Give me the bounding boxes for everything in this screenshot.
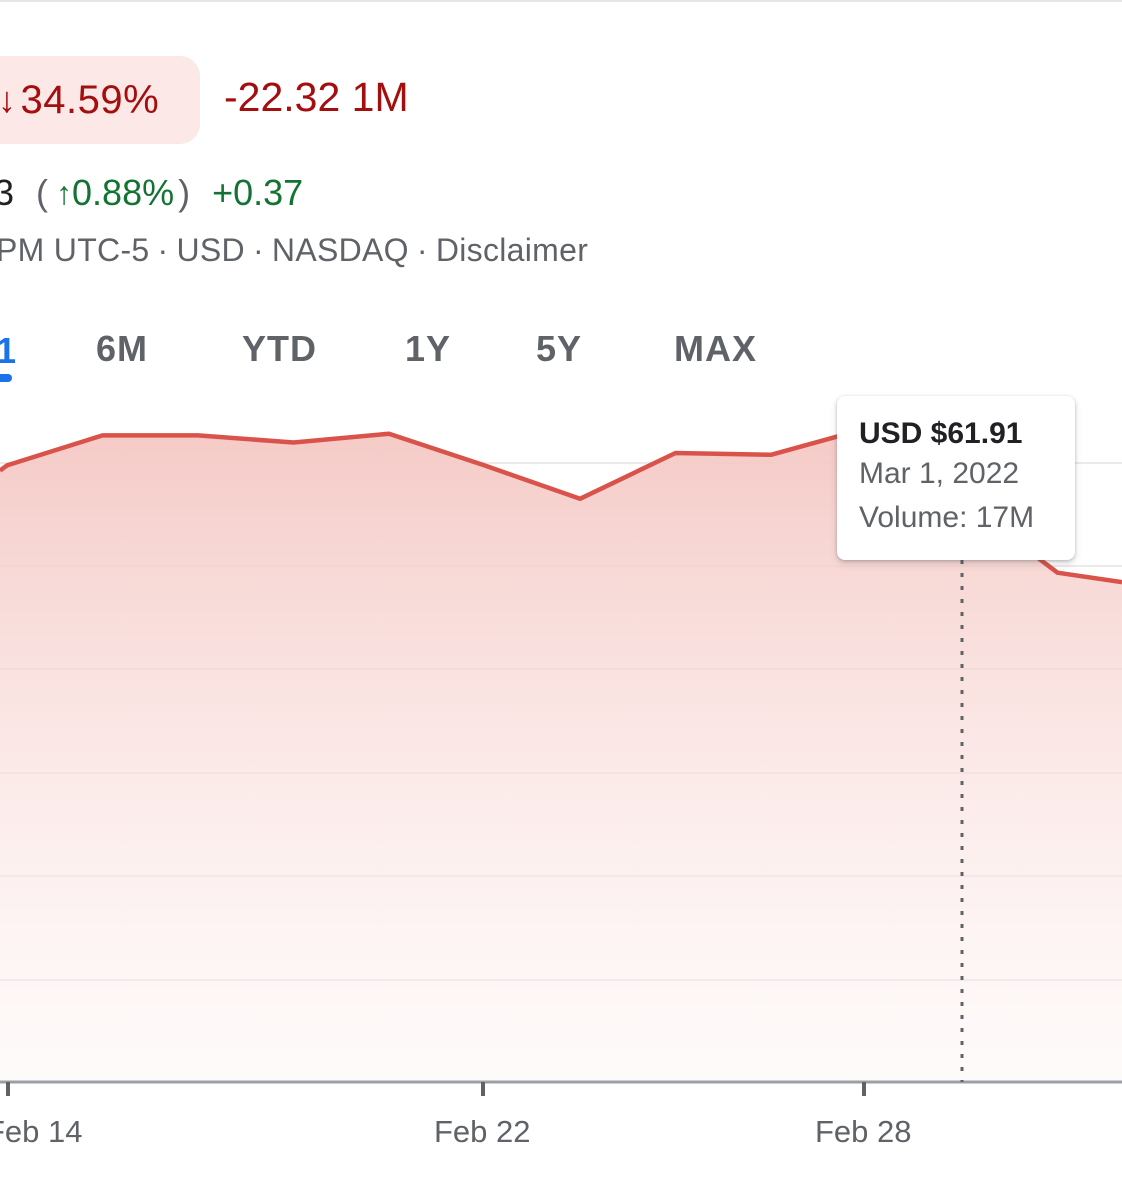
quote-currency: USD: [176, 232, 245, 268]
data-point-feb-22[interactable]: [481, 461, 489, 469]
data-point-mar-2[interactable]: [1054, 569, 1062, 577]
data-point-feb-25[interactable]: [767, 451, 775, 459]
price-area: [0, 428, 1122, 1082]
after-hours-price: 3: [0, 172, 15, 213]
active-tab-indicator: [0, 374, 12, 382]
tab-ytd[interactable]: YTD: [242, 328, 317, 369]
x-tick-label: Feb 28: [815, 1114, 912, 1149]
data-point-feb-24[interactable]: [672, 449, 680, 457]
tab-active[interactable]: 1: [0, 330, 17, 371]
quote-meta-row: PM UTC-5 · USD · NASDAQ · Disclaimer: [0, 232, 588, 269]
x-tick-label: Feb 14: [0, 1114, 83, 1149]
tab-max[interactable]: MAX: [674, 328, 757, 369]
data-point-feb-18[interactable]: [385, 430, 393, 438]
top-divider: [0, 0, 1122, 2]
data-point-feb-16[interactable]: [194, 431, 202, 439]
percent-change-badge: ↓ 34.59%: [0, 56, 200, 144]
after-hours-change: +0.37: [212, 172, 304, 213]
tooltip-date: Mar 1, 2022: [859, 457, 1020, 490]
paren-open: (: [36, 172, 49, 213]
tooltip-volume: Volume: 17M: [859, 501, 1035, 534]
data-point-feb-15[interactable]: [99, 431, 107, 439]
tab-1y[interactable]: 1Y: [405, 328, 452, 369]
percent-change-value: 34.59%: [20, 77, 160, 122]
after-hours-row: 3 ( ↑ 0.88% ) +0.37: [0, 172, 303, 214]
hover-tooltip: USD $61.91 Mar 1, 2022 Volume: 17M: [837, 396, 1075, 560]
after-hours-percent: 0.88%: [72, 172, 175, 213]
x-tick-label: Feb 22: [434, 1114, 531, 1149]
tab-5y[interactable]: 5Y: [536, 328, 583, 369]
range-tabs: 1 6M YTD 1Y 5Y MAX: [0, 322, 1122, 392]
price-chart[interactable]: [0, 380, 1122, 1100]
paren-close: ): [178, 172, 191, 213]
quote-time: PM UTC-5: [0, 232, 150, 268]
up-arrow-icon: ↑: [56, 174, 73, 211]
absolute-change-value: -22.32 1M: [224, 74, 409, 120]
data-point-feb-17[interactable]: [290, 438, 298, 446]
data-point-feb-14[interactable]: [3, 461, 11, 469]
disclaimer-link[interactable]: Disclaimer: [435, 232, 589, 268]
data-point-feb-23[interactable]: [576, 495, 584, 503]
tooltip-price: USD $61.91: [859, 417, 1023, 450]
down-arrow-icon: ↓: [0, 79, 17, 120]
quote-exchange: NASDAQ: [271, 232, 409, 268]
tab-6m[interactable]: 6M: [96, 328, 149, 369]
